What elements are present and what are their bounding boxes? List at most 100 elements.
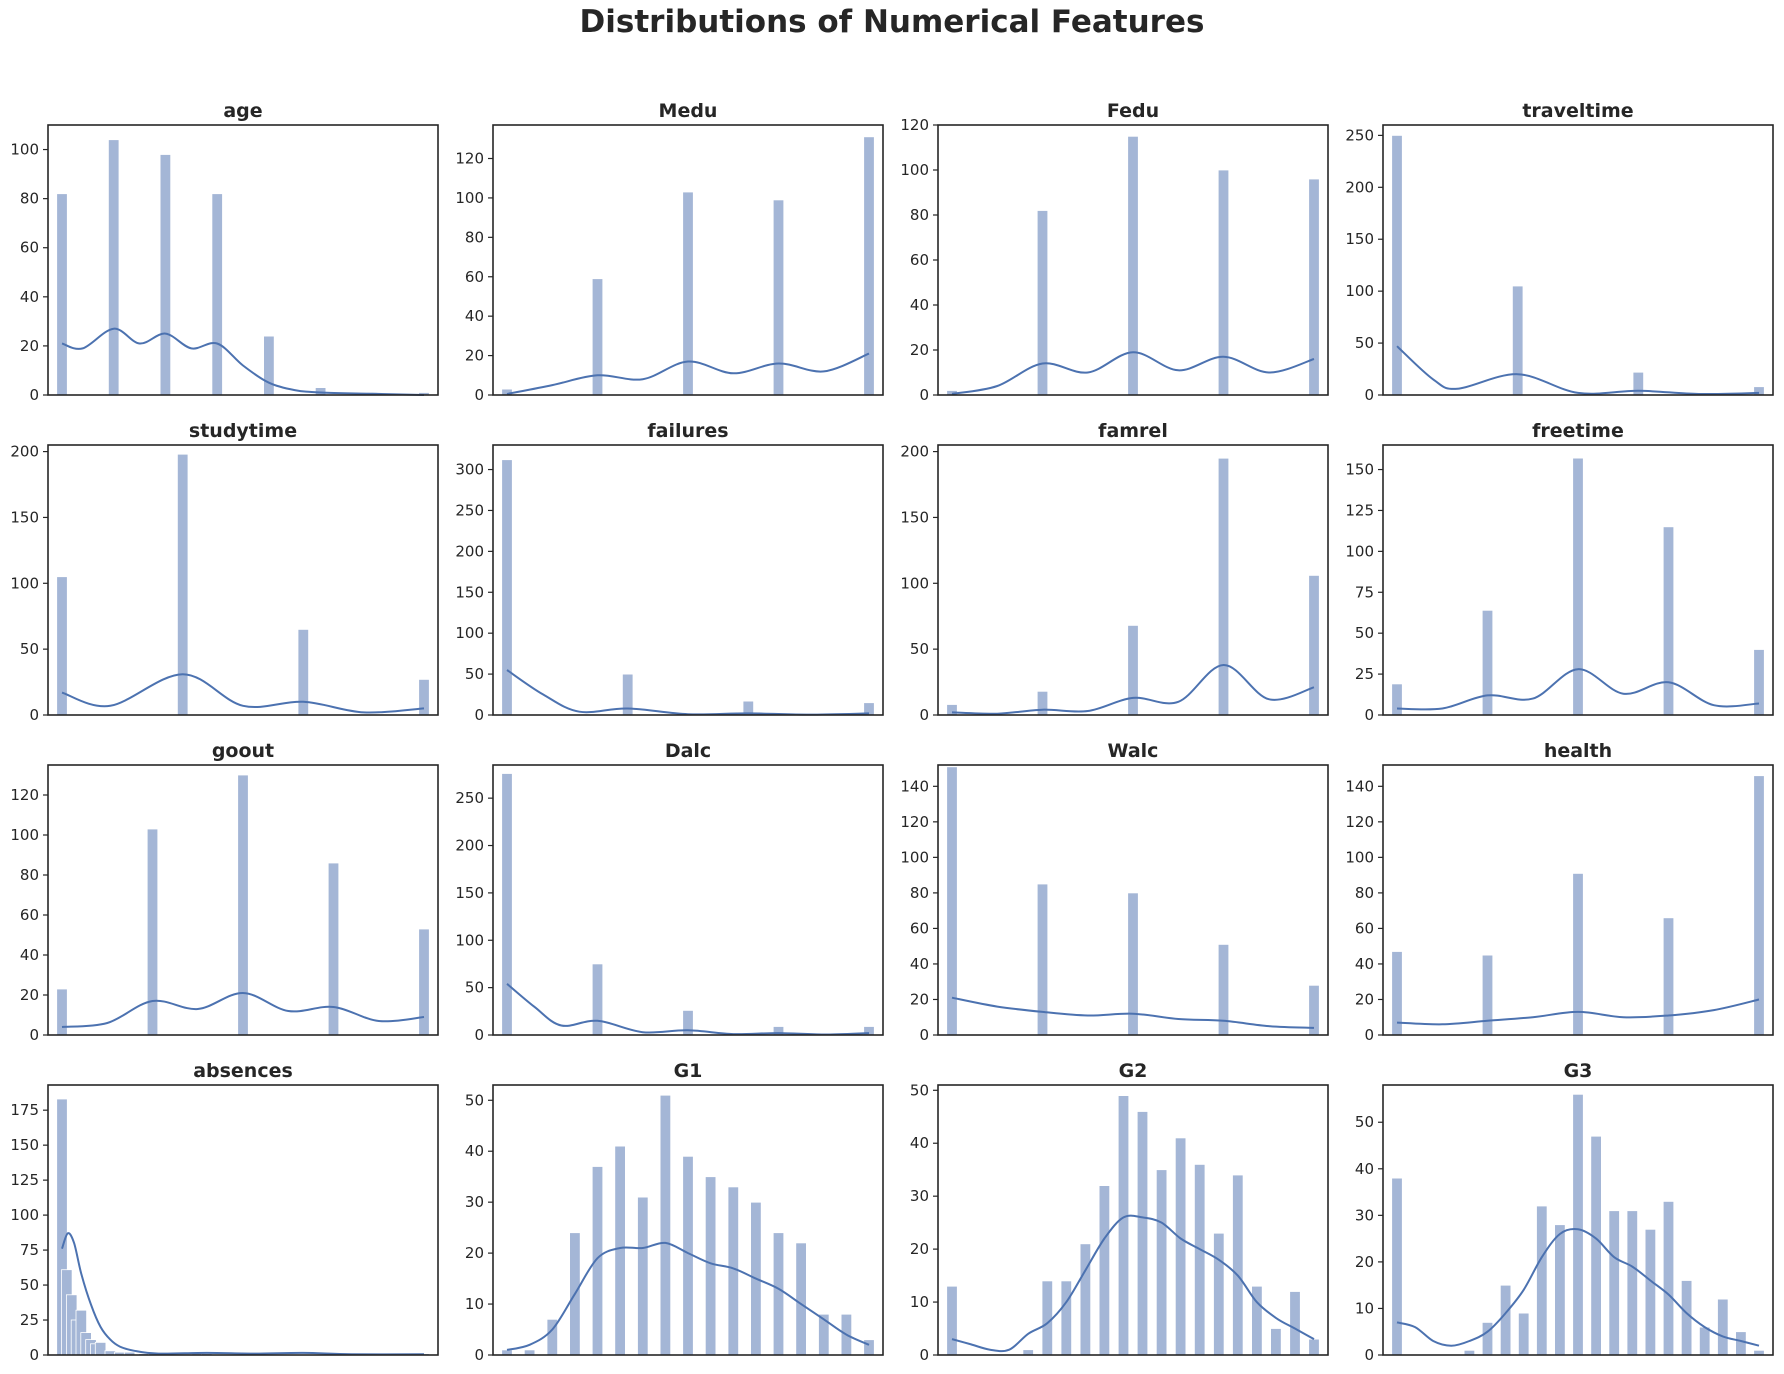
plot-frame xyxy=(1382,444,1774,716)
bar xyxy=(1289,1291,1301,1356)
y-tick-label: 20 xyxy=(910,1240,929,1258)
bar xyxy=(146,828,159,1036)
y-tick-label: 30 xyxy=(1355,1206,1374,1224)
kde-line xyxy=(61,327,425,396)
y-tick-label: 125 xyxy=(10,1171,39,1189)
kde-line xyxy=(1396,998,1760,1026)
subplot-title: G1 xyxy=(674,1060,703,1082)
y-tick-label: 0 xyxy=(919,706,929,724)
y-tick-label: 60 xyxy=(465,268,484,286)
y-tick-label: 20 xyxy=(1355,1253,1374,1271)
y-tick-label: 100 xyxy=(1345,282,1374,300)
chart-absences: 0 25 50 75 100 125 150 175 absences xyxy=(10,1060,439,1364)
y-tick-label: 10 xyxy=(465,1295,484,1313)
bar xyxy=(1391,134,1403,396)
bar xyxy=(1098,1185,1111,1356)
bar xyxy=(1512,285,1524,396)
kde-line xyxy=(1396,1228,1760,1347)
bar xyxy=(314,387,327,396)
chart-health: 0 20 40 60 80 100 120 140 health xyxy=(1345,740,1774,1044)
y-tick-label: 0 xyxy=(919,1346,929,1364)
bar xyxy=(1308,178,1320,396)
chart-freetime: 0 25 50 75 100 125 150 freetime xyxy=(1345,420,1774,724)
bar xyxy=(501,459,513,716)
y-tick-label: 0 xyxy=(1364,386,1374,404)
bar xyxy=(1232,1174,1244,1356)
plot-frame xyxy=(492,1084,884,1356)
bar xyxy=(1662,526,1675,716)
y-tick-label: 150 xyxy=(455,583,484,601)
y-tick-label: 0 xyxy=(1364,1346,1374,1364)
y-tick-label: 80 xyxy=(910,206,929,224)
chart-goout: 0 20 40 60 80 100 120 goout xyxy=(10,740,439,1044)
y-tick-label: 120 xyxy=(1345,813,1374,831)
subplot-title: absences xyxy=(193,1060,293,1082)
y-tick-label: 20 xyxy=(465,347,484,365)
y-tick-label: 250 xyxy=(455,501,484,519)
bar xyxy=(159,154,172,396)
y-tick-label: 75 xyxy=(1355,583,1374,601)
plot-frame xyxy=(492,444,884,716)
y-tick-label: 40 xyxy=(1355,955,1374,973)
bar xyxy=(1572,1093,1584,1356)
plot-frame xyxy=(492,124,884,396)
subplot-title: studytime xyxy=(189,420,297,442)
chart-walc: 0 20 40 60 80 100 120 140 Walc xyxy=(900,740,1329,1044)
bar xyxy=(1753,649,1765,716)
y-tick-label: 60 xyxy=(20,906,39,924)
y-tick-label: 200 xyxy=(1345,178,1374,196)
y-tick-label: 80 xyxy=(1355,884,1374,902)
y-tick-label: 50 xyxy=(20,640,39,658)
subplot-title: Dalc xyxy=(665,740,711,762)
y-tick-label: 0 xyxy=(919,1026,929,1044)
bar xyxy=(704,1176,717,1356)
bar xyxy=(501,773,513,1036)
y-tick-label: 40 xyxy=(20,946,39,964)
bar xyxy=(863,1339,875,1356)
bar xyxy=(94,1342,107,1356)
y-tick-label: 150 xyxy=(1345,461,1374,479)
y-tick-label: 40 xyxy=(1355,1160,1374,1178)
kde-line xyxy=(61,673,425,714)
y-tick-label: 140 xyxy=(1345,777,1374,795)
bar xyxy=(1554,1224,1566,1356)
bar xyxy=(1308,1338,1320,1356)
y-tick-label: 50 xyxy=(1355,334,1374,352)
subplot-title: freetime xyxy=(1532,420,1624,442)
y-tick-label: 100 xyxy=(10,826,39,844)
plot-frame xyxy=(1382,124,1774,396)
y-tick-label: 200 xyxy=(900,443,929,461)
chart-studytime: 0 50 100 150 200 studytime xyxy=(10,420,439,724)
y-tick-label: 150 xyxy=(900,508,929,526)
y-tick-label: 200 xyxy=(455,837,484,855)
y-tick-label: 20 xyxy=(1355,990,1374,1008)
y-tick-label: 20 xyxy=(910,990,929,1008)
bar xyxy=(56,988,68,1036)
bar xyxy=(56,193,68,396)
bar xyxy=(659,1094,672,1356)
bar xyxy=(1662,1201,1675,1356)
y-tick-label: 175 xyxy=(10,1101,39,1119)
y-tick-label: 40 xyxy=(910,955,929,973)
y-tick-label: 50 xyxy=(20,1276,39,1294)
bar xyxy=(1481,954,1494,1036)
y-tick-label: 50 xyxy=(465,1091,484,1109)
y-tick-label: 60 xyxy=(910,919,929,937)
y-tick-label: 80 xyxy=(20,190,39,208)
y-tick-label: 25 xyxy=(1355,665,1374,683)
bar xyxy=(1644,1228,1657,1356)
subplot-title: G3 xyxy=(1564,1060,1593,1082)
plot-frame xyxy=(937,444,1329,716)
bar xyxy=(418,928,430,1036)
bar xyxy=(1041,1280,1054,1356)
y-tick-label: 0 xyxy=(29,386,39,404)
chart-age: 0 20 40 60 80 100 age xyxy=(10,100,439,404)
kde-line xyxy=(506,352,870,395)
subplot-title: Medu xyxy=(659,100,718,122)
y-tick-label: 60 xyxy=(1355,919,1374,937)
bar xyxy=(1079,1243,1092,1356)
y-tick-label: 100 xyxy=(1345,542,1374,560)
y-tick-label: 100 xyxy=(1345,848,1374,866)
bar xyxy=(591,278,604,396)
